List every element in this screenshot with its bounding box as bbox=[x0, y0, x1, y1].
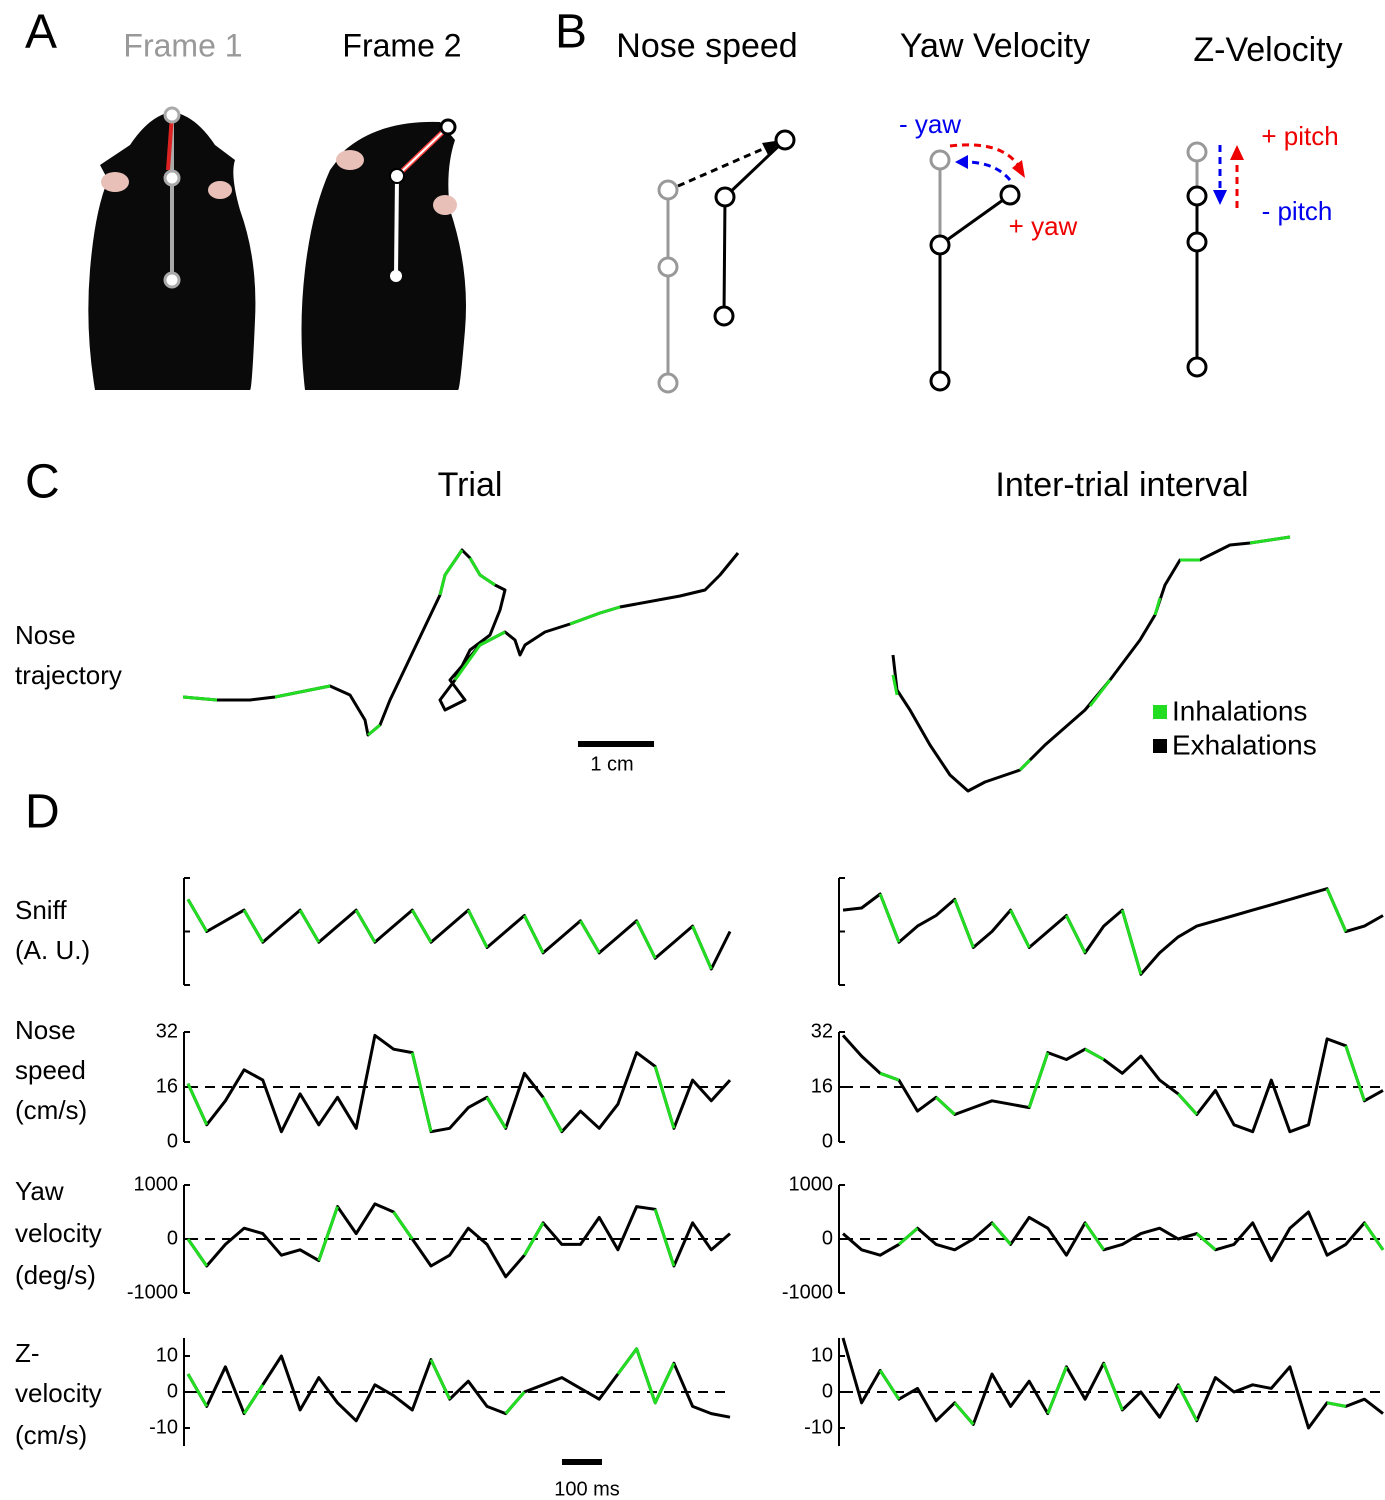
annotation: + yaw bbox=[1009, 211, 1078, 241]
row-label: Sniff bbox=[15, 895, 67, 925]
scale-label: 1 cm bbox=[590, 753, 633, 775]
y-tick-label: -10 bbox=[149, 1416, 178, 1438]
diagram-title: Yaw Velocity bbox=[900, 27, 1090, 65]
y-tick-label: 0 bbox=[822, 1380, 833, 1402]
y-tick-label: 16 bbox=[811, 1075, 833, 1097]
legend-label: Exhalations bbox=[1172, 729, 1317, 760]
row-label: velocity bbox=[15, 1218, 102, 1248]
row-label: Z- bbox=[15, 1338, 40, 1368]
panel-letter: C bbox=[25, 456, 60, 509]
y-tick-label: 1000 bbox=[134, 1173, 179, 1195]
y-tick-label: 0 bbox=[167, 1130, 178, 1152]
row-label: velocity bbox=[15, 1378, 102, 1408]
trace bbox=[186, 1347, 676, 1415]
row-label: speed bbox=[15, 1055, 86, 1085]
y-tick-label: 1000 bbox=[789, 1173, 834, 1195]
annotation: + pitch bbox=[1261, 121, 1338, 151]
y-tick-label: 32 bbox=[156, 1020, 178, 1042]
y-tick-label: -1000 bbox=[782, 1281, 833, 1303]
diagram-title: Z-Velocity bbox=[1193, 31, 1342, 69]
y-tick-label: 0 bbox=[822, 1227, 833, 1249]
legend-swatch bbox=[1153, 739, 1167, 753]
y-tick-label: 0 bbox=[822, 1130, 833, 1152]
panel-letter: A bbox=[25, 6, 57, 59]
skeleton-diagrams bbox=[657, 129, 1244, 394]
y-tick-label: -10 bbox=[804, 1416, 833, 1438]
panel-letter: D bbox=[25, 786, 60, 839]
y-tick-label: 0 bbox=[167, 1380, 178, 1402]
row-label: (A. U.) bbox=[15, 935, 90, 965]
trace bbox=[186, 898, 732, 971]
trace bbox=[186, 1206, 676, 1267]
y-tick-label: 0 bbox=[167, 1227, 178, 1249]
trace bbox=[842, 887, 1384, 976]
mouse-frame-2 bbox=[301, 118, 466, 390]
scale-label: 100 ms bbox=[554, 1478, 620, 1500]
row-label: (cm/s) bbox=[15, 1095, 87, 1125]
trace bbox=[186, 1033, 732, 1134]
trace bbox=[878, 888, 1348, 975]
legend-label: Inhalations bbox=[1172, 695, 1307, 726]
frame-label: Frame 1 bbox=[123, 27, 242, 63]
panel-title: Inter-trial interval bbox=[995, 466, 1248, 504]
row-label: Yaw bbox=[15, 1176, 64, 1206]
trace bbox=[841, 1034, 1384, 1134]
trace bbox=[879, 1045, 1366, 1116]
nose-trajectories bbox=[182, 535, 1291, 793]
annotation: - pitch bbox=[1262, 196, 1333, 226]
row-label: (deg/s) bbox=[15, 1260, 96, 1290]
trace bbox=[878, 1362, 1347, 1426]
row-label: Nose bbox=[15, 620, 76, 650]
diagram-title: Nose speed bbox=[616, 27, 797, 65]
trace bbox=[186, 1052, 676, 1133]
y-tick-label: 16 bbox=[156, 1075, 178, 1097]
panel-title: Trial bbox=[438, 466, 503, 504]
frame-label: Frame 2 bbox=[342, 27, 461, 63]
row-label: (cm/s) bbox=[15, 1420, 87, 1450]
trace bbox=[186, 1202, 731, 1279]
annotation: - yaw bbox=[899, 109, 961, 139]
mouse-frame-1 bbox=[88, 106, 256, 390]
y-tick-label: 10 bbox=[156, 1344, 178, 1366]
trace bbox=[186, 898, 713, 970]
legend-swatch bbox=[1153, 705, 1167, 719]
row-label: Nose bbox=[15, 1015, 76, 1045]
trace bbox=[842, 1210, 1385, 1263]
y-tick-label: 10 bbox=[811, 1344, 833, 1366]
trace bbox=[897, 1221, 1385, 1251]
panel-letter: B bbox=[555, 6, 587, 59]
y-tick-label: 32 bbox=[811, 1020, 833, 1042]
row-label: trajectory bbox=[15, 660, 122, 690]
y-tick-label: -1000 bbox=[127, 1281, 178, 1303]
